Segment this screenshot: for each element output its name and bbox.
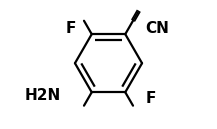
Text: CN: CN: [145, 21, 169, 36]
Text: H2N: H2N: [25, 88, 61, 103]
Text: F: F: [65, 21, 76, 36]
Text: F: F: [145, 91, 156, 106]
